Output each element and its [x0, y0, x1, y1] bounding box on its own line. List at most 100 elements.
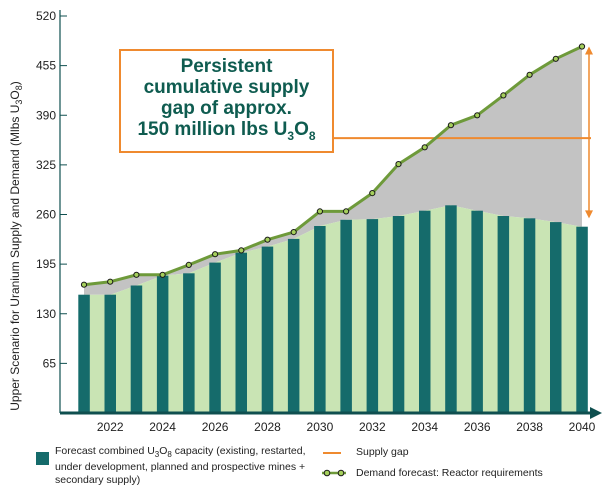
demand-point-2035 [447, 122, 454, 129]
demand-point-2030 [316, 208, 323, 215]
demand-point-2024 [159, 271, 166, 278]
demand-line-path [83, 45, 583, 287]
y-axis-label-main: Upper Scenario for Uranium Supply and De… [8, 105, 22, 411]
capacity-bar-2024 [156, 275, 169, 413]
x-tick-label-2036: 2036 [464, 420, 491, 434]
capacity-bar-2038 [523, 218, 536, 413]
demand-point-2023 [133, 271, 140, 278]
legend-capacity-line-1: Forecast combined U3O8 capacity (existin… [55, 445, 320, 461]
callout-sub-2: 8 [308, 128, 316, 143]
demand-point-2034 [421, 144, 428, 151]
capacity-bar-2037 [497, 216, 510, 413]
x-tick-label-2024: 2024 [149, 420, 176, 434]
legend-capacity-sub1: 3 [154, 450, 160, 460]
supply-gap-arrow-head-top [585, 46, 593, 55]
area-fills [84, 46, 582, 413]
capacity-bar-2030 [314, 226, 326, 413]
y-axis-label-sub1: 3 [14, 100, 24, 105]
capacity-bar-2029 [287, 238, 300, 413]
capacity-bar-2039 [550, 222, 562, 413]
y-axis-label-sub2: 8 [14, 85, 24, 90]
legend-swatch-gap [323, 452, 341, 454]
x-tick-label-2034: 2034 [411, 420, 438, 434]
demand-point-2039 [552, 55, 559, 62]
demand-point-2028 [264, 236, 271, 243]
callout-line-3: gap of approx. [161, 97, 292, 119]
x-tick-label-2022: 2022 [97, 420, 124, 434]
capacity-bar-2031 [340, 219, 352, 413]
callout-mid: O [294, 118, 309, 140]
demand-point-2032 [369, 190, 376, 197]
y-tick-label-65: 65 [43, 356, 57, 370]
demand-line [80, 43, 586, 288]
capacity-bar-2026 [209, 262, 221, 413]
x-axis-arrow [590, 407, 602, 419]
y-tick-label-130: 130 [36, 307, 56, 321]
demand-point-2022 [107, 278, 114, 285]
legend-capacity-end: capacity (existing, restarted, [171, 445, 306, 457]
capacity-bar-2035 [445, 205, 457, 413]
demand-point-2026 [212, 251, 219, 258]
capacity-bar-2033 [392, 216, 405, 413]
y-axis-label-end: ) [8, 81, 22, 85]
legend-capacity-sub2: 8 [167, 450, 172, 460]
y-tick-label-195: 195 [36, 257, 56, 271]
capacity-bar-2022 [104, 294, 116, 413]
legend-demand: Demand forecast: Reactor requirements [356, 467, 543, 479]
legend-capacity-text: Forecast combined U [55, 445, 155, 457]
capacity-envelope-area [84, 205, 582, 413]
callout-text: 150 million lbs U [137, 118, 288, 140]
demand-point-2031 [343, 208, 350, 215]
x-tick-label-2040: 2040 [569, 420, 596, 434]
capacity-bar-2034 [419, 210, 431, 413]
demand-point-2027 [238, 247, 245, 254]
supply-gap-callout: Persistent cumulative supply gap of appr… [119, 49, 334, 153]
y-tick-label-260: 260 [36, 208, 56, 222]
supply-gap-marks [334, 46, 593, 219]
x-tick-label-2038: 2038 [516, 420, 543, 434]
y-axis-label: Upper Scenario for Uranium Supply and De… [8, 81, 24, 411]
callout-line-2: cumulative supply [143, 76, 310, 98]
y-tick-label-390: 390 [36, 108, 56, 122]
demand-point-2029 [290, 229, 297, 236]
callout-line-1: Persistent [180, 55, 273, 77]
capacity-bar-2028 [261, 246, 274, 413]
y-axis-label-mid: O [8, 90, 22, 99]
legend-swatch-demand [322, 469, 346, 477]
tick-labels: 65 130 195 260 325 390 455 520 2022 2024 2026 2028 2… [36, 9, 596, 434]
legend-capacity-mid: O [159, 445, 168, 457]
supply-gap-arrow-head-bottom [585, 210, 593, 219]
legend-gap: Supply gap [356, 446, 409, 458]
y-tick-label-520: 520 [36, 9, 56, 23]
demand-point-2036 [474, 112, 481, 119]
legend-capacity-line-2: under development, planned and prospecti… [55, 461, 306, 474]
x-tick-label-2030: 2030 [307, 420, 334, 434]
y-tick-label-325: 325 [36, 158, 56, 172]
x-tick-label-2026: 2026 [202, 420, 229, 434]
supply-gap-area [84, 46, 582, 295]
capacity-bar-2025 [183, 273, 195, 413]
legend-capacity: Forecast combined U3O8 capacity (existin… [55, 445, 320, 487]
capacity-bar-2032 [366, 219, 379, 413]
y-tick-label-455: 455 [36, 59, 56, 73]
demand-point-2037 [500, 92, 507, 99]
bars [78, 205, 588, 413]
x-tick-label-2032: 2032 [359, 420, 386, 434]
demand-point-2021 [80, 281, 88, 288]
demand-point-2033 [395, 161, 402, 168]
capacity-bar-2021 [78, 294, 90, 413]
x-tick-label-2028: 2028 [254, 420, 281, 434]
demand-point-2038 [526, 71, 533, 78]
capacity-bar-2023 [130, 285, 143, 413]
capacity-bar-2027 [235, 252, 247, 413]
capacity-bar-2036 [471, 210, 483, 413]
callout-sub-1: 3 [287, 128, 295, 143]
capacity-bar-2040 [576, 226, 588, 413]
callout-line-4: 150 million lbs U3O8 [137, 119, 315, 147]
legend-capacity-line-3: secondary supply) [55, 474, 141, 487]
demand-point-2040 [578, 43, 586, 50]
legend-swatch-capacity [36, 452, 49, 465]
axes [59, 10, 602, 419]
demand-point-2025 [185, 261, 192, 268]
